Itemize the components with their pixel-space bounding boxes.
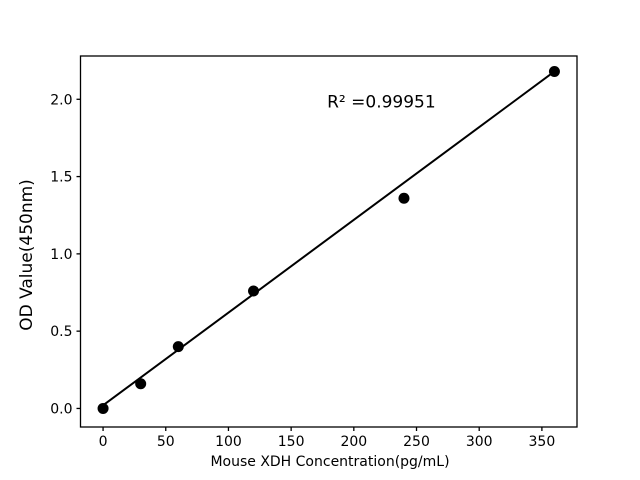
plot-frame: [79, 55, 578, 428]
data-point: [172, 341, 184, 353]
y-tick-label: 1.5: [50, 170, 72, 186]
x-tick-label: 300: [466, 434, 493, 450]
x-tick-label: 350: [529, 434, 556, 450]
y-tick-label: 0.0: [50, 401, 72, 417]
x-tick-label: 150: [278, 434, 305, 450]
x-axis-label: Mouse XDH Concentration(pg/mL): [210, 454, 449, 470]
y-tick-label: 0.5: [50, 324, 72, 340]
y-axis-label: OD Value(450nm): [17, 179, 37, 331]
r-squared-annotation: R² =0.99951: [327, 92, 436, 112]
data-point: [398, 192, 410, 204]
x-tick-label: 250: [403, 434, 430, 450]
x-tick-label: 50: [157, 434, 175, 450]
x-tick-label: 200: [340, 434, 367, 450]
data-point: [135, 378, 147, 390]
plot-area: 0 50 100 150 200 250 300 350 0.0 0.5 1.0 1.5 2.0: [50, 55, 578, 450]
x-tick-label: 100: [215, 434, 242, 450]
y-tick-label: 1.0: [50, 247, 72, 263]
data-point: [97, 402, 109, 414]
y-tick-label: 2.0: [50, 92, 72, 108]
data-point: [548, 65, 560, 77]
x-tick-label: 0: [99, 434, 108, 450]
data-point: [248, 285, 260, 297]
fit-line: [102, 70, 556, 407]
